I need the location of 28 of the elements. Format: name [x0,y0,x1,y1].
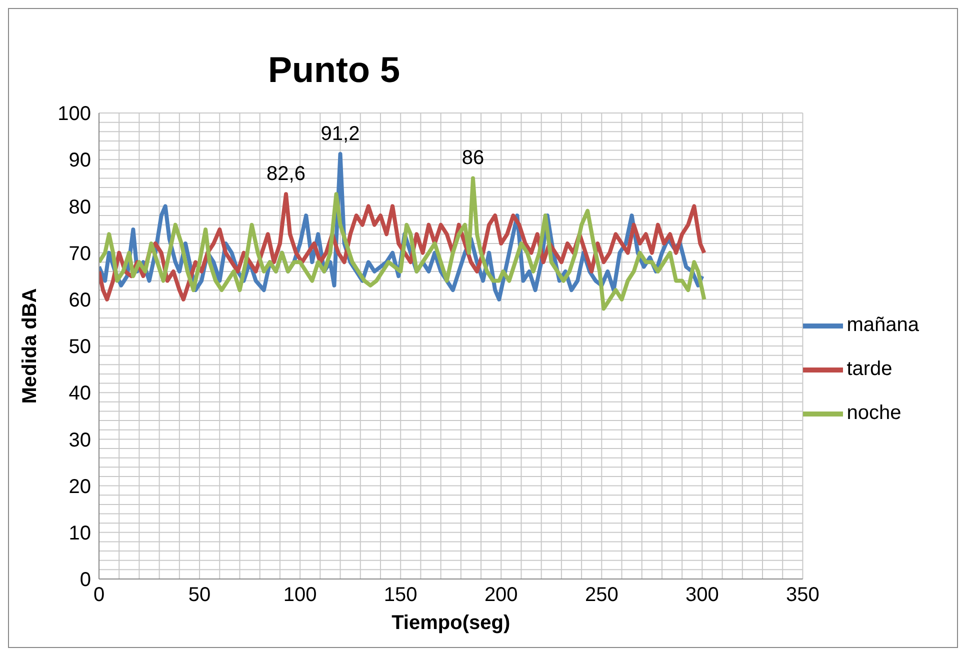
x-tick-label: 300 [686,584,719,606]
x-tick-label: 0 [93,584,105,606]
y-tick-label: 100 [58,103,91,126]
y-tick-label: 50 [68,336,91,358]
y-tick-label: 90 [68,150,91,172]
y-tick-label: 30 [68,429,91,452]
y-tick-label: 80 [68,196,91,218]
x-tick-label: 350 [786,584,820,606]
y-tick-label: 10 [68,522,91,544]
legend-label: noche [846,402,902,424]
y-tick-label: 0 [80,569,91,592]
legend-label: tarde [846,358,892,380]
y-tick-label: 70 [68,242,91,265]
annotation: 86 [462,147,484,170]
x-axis-title: Tiempo(seg) [392,612,510,634]
x-tick-label: 250 [584,584,618,606]
x-tick-label: 100 [283,584,317,606]
annotation: 91,2 [320,123,360,146]
legend-label: mañana [846,314,919,336]
x-tick-label: 150 [384,584,418,606]
y-tick-label: 60 [68,290,91,312]
chart-title: Punto 5 [267,49,401,91]
y-axis-title: Medida dBA [19,288,42,404]
x-tick-label: 200 [484,584,518,606]
x-tick-label: 50 [188,584,211,606]
y-tick-label: 40 [68,382,91,405]
y-tick-label: 20 [68,476,91,498]
annotation: 82,6 [266,163,306,186]
